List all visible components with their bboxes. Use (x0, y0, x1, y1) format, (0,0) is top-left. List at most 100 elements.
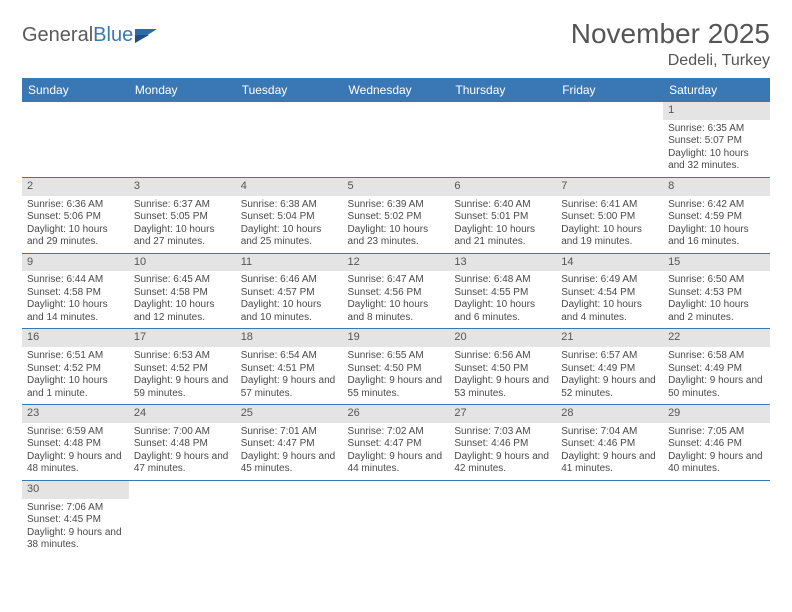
calendar-cell: 21Sunrise: 6:57 AMSunset: 4:49 PMDayligh… (556, 329, 663, 405)
calendar-row: 23Sunrise: 6:59 AMSunset: 4:48 PMDayligh… (22, 405, 770, 481)
daylight-text: Daylight: 10 hours and 2 minutes. (668, 299, 765, 324)
calendar-cell: 25Sunrise: 7:01 AMSunset: 4:47 PMDayligh… (236, 405, 343, 481)
day-number: 26 (343, 405, 450, 423)
sunset-text: Sunset: 5:07 PM (668, 135, 765, 148)
calendar-cell: 17Sunrise: 6:53 AMSunset: 4:52 PMDayligh… (129, 329, 236, 405)
day-number: 19 (343, 329, 450, 347)
sunrise-text: Sunrise: 7:01 AM (241, 426, 338, 439)
sunrise-text: Sunrise: 7:00 AM (134, 426, 231, 439)
daylight-text: Daylight: 9 hours and 52 minutes. (561, 375, 658, 400)
calendar-cell (129, 480, 236, 555)
day-header: Wednesday (343, 78, 450, 102)
sunset-text: Sunset: 4:53 PM (668, 287, 765, 300)
day-number: 6 (449, 178, 556, 196)
day-body: Sunrise: 6:59 AMSunset: 4:48 PMDaylight:… (22, 423, 129, 480)
sunset-text: Sunset: 4:46 PM (454, 438, 551, 451)
sunrise-text: Sunrise: 7:03 AM (454, 426, 551, 439)
day-body: Sunrise: 6:39 AMSunset: 5:02 PMDaylight:… (343, 196, 450, 253)
day-header-row: Sunday Monday Tuesday Wednesday Thursday… (22, 78, 770, 102)
day-header: Thursday (449, 78, 556, 102)
calendar-cell (556, 480, 663, 555)
daylight-text: Daylight: 10 hours and 8 minutes. (348, 299, 445, 324)
day-number: 7 (556, 178, 663, 196)
sunset-text: Sunset: 4:47 PM (348, 438, 445, 451)
calendar-cell: 12Sunrise: 6:47 AMSunset: 4:56 PMDayligh… (343, 253, 450, 329)
calendar-cell: 15Sunrise: 6:50 AMSunset: 4:53 PMDayligh… (663, 253, 770, 329)
day-body: Sunrise: 7:02 AMSunset: 4:47 PMDaylight:… (343, 423, 450, 480)
sunset-text: Sunset: 4:49 PM (561, 363, 658, 376)
sunset-text: Sunset: 4:54 PM (561, 287, 658, 300)
calendar-cell: 18Sunrise: 6:54 AMSunset: 4:51 PMDayligh… (236, 329, 343, 405)
day-body: Sunrise: 7:03 AMSunset: 4:46 PMDaylight:… (449, 423, 556, 480)
sunrise-text: Sunrise: 7:04 AM (561, 426, 658, 439)
day-body: Sunrise: 7:06 AMSunset: 4:45 PMDaylight:… (22, 499, 129, 556)
calendar-cell (556, 102, 663, 177)
calendar-cell: 20Sunrise: 6:56 AMSunset: 4:50 PMDayligh… (449, 329, 556, 405)
sunset-text: Sunset: 4:59 PM (668, 211, 765, 224)
day-body: Sunrise: 7:01 AMSunset: 4:47 PMDaylight:… (236, 423, 343, 480)
sunrise-text: Sunrise: 6:37 AM (134, 199, 231, 212)
day-number: 18 (236, 329, 343, 347)
daylight-text: Daylight: 10 hours and 21 minutes. (454, 224, 551, 249)
calendar-row: 30Sunrise: 7:06 AMSunset: 4:45 PMDayligh… (22, 480, 770, 555)
day-body: Sunrise: 6:41 AMSunset: 5:00 PMDaylight:… (556, 196, 663, 253)
sunrise-text: Sunrise: 6:58 AM (668, 350, 765, 363)
daylight-text: Daylight: 10 hours and 6 minutes. (454, 299, 551, 324)
sunrise-text: Sunrise: 6:46 AM (241, 274, 338, 287)
sunset-text: Sunset: 4:50 PM (348, 363, 445, 376)
day-number: 17 (129, 329, 236, 347)
calendar-cell (343, 480, 450, 555)
sunset-text: Sunset: 4:56 PM (348, 287, 445, 300)
day-number: 3 (129, 178, 236, 196)
sunset-text: Sunset: 4:46 PM (668, 438, 765, 451)
day-body: Sunrise: 6:47 AMSunset: 4:56 PMDaylight:… (343, 271, 450, 328)
daylight-text: Daylight: 9 hours and 48 minutes. (27, 451, 124, 476)
calendar-cell: 14Sunrise: 6:49 AMSunset: 4:54 PMDayligh… (556, 253, 663, 329)
sunrise-text: Sunrise: 6:50 AM (668, 274, 765, 287)
day-number: 20 (449, 329, 556, 347)
sunrise-text: Sunrise: 6:47 AM (348, 274, 445, 287)
sunset-text: Sunset: 5:04 PM (241, 211, 338, 224)
day-body: Sunrise: 6:53 AMSunset: 4:52 PMDaylight:… (129, 347, 236, 404)
day-number: 25 (236, 405, 343, 423)
calendar-cell (343, 102, 450, 177)
calendar-cell (449, 102, 556, 177)
day-number: 14 (556, 254, 663, 272)
calendar-row: 2Sunrise: 6:36 AMSunset: 5:06 PMDaylight… (22, 177, 770, 253)
logo-flag-icon (135, 27, 161, 45)
sunset-text: Sunset: 5:01 PM (454, 211, 551, 224)
calendar-cell: 2Sunrise: 6:36 AMSunset: 5:06 PMDaylight… (22, 177, 129, 253)
sunrise-text: Sunrise: 6:56 AM (454, 350, 551, 363)
day-header: Sunday (22, 78, 129, 102)
calendar-cell (236, 480, 343, 555)
daylight-text: Daylight: 9 hours and 38 minutes. (27, 527, 124, 552)
day-number: 4 (236, 178, 343, 196)
sunrise-text: Sunrise: 6:55 AM (348, 350, 445, 363)
daylight-text: Daylight: 10 hours and 1 minute. (27, 375, 124, 400)
daylight-text: Daylight: 9 hours and 40 minutes. (668, 451, 765, 476)
day-number: 16 (22, 329, 129, 347)
day-body: Sunrise: 6:49 AMSunset: 4:54 PMDaylight:… (556, 271, 663, 328)
day-number: 5 (343, 178, 450, 196)
day-body: Sunrise: 6:45 AMSunset: 4:58 PMDaylight:… (129, 271, 236, 328)
sunrise-text: Sunrise: 6:49 AM (561, 274, 658, 287)
sunset-text: Sunset: 5:02 PM (348, 211, 445, 224)
sunset-text: Sunset: 4:52 PM (134, 363, 231, 376)
daylight-text: Daylight: 10 hours and 16 minutes. (668, 224, 765, 249)
calendar-cell: 1Sunrise: 6:35 AMSunset: 5:07 PMDaylight… (663, 102, 770, 177)
header: GeneralBlue November 2025 Dedeli, Turkey (22, 18, 770, 70)
sunset-text: Sunset: 4:57 PM (241, 287, 338, 300)
sunset-text: Sunset: 5:06 PM (27, 211, 124, 224)
daylight-text: Daylight: 9 hours and 45 minutes. (241, 451, 338, 476)
calendar-table: Sunday Monday Tuesday Wednesday Thursday… (22, 78, 770, 556)
calendar-cell: 13Sunrise: 6:48 AMSunset: 4:55 PMDayligh… (449, 253, 556, 329)
calendar-cell: 16Sunrise: 6:51 AMSunset: 4:52 PMDayligh… (22, 329, 129, 405)
daylight-text: Daylight: 10 hours and 29 minutes. (27, 224, 124, 249)
daylight-text: Daylight: 9 hours and 47 minutes. (134, 451, 231, 476)
calendar-cell: 29Sunrise: 7:05 AMSunset: 4:46 PMDayligh… (663, 405, 770, 481)
calendar-cell: 28Sunrise: 7:04 AMSunset: 4:46 PMDayligh… (556, 405, 663, 481)
sunrise-text: Sunrise: 6:38 AM (241, 199, 338, 212)
sunset-text: Sunset: 4:45 PM (27, 514, 124, 527)
sunrise-text: Sunrise: 6:41 AM (561, 199, 658, 212)
calendar-row: 16Sunrise: 6:51 AMSunset: 4:52 PMDayligh… (22, 329, 770, 405)
